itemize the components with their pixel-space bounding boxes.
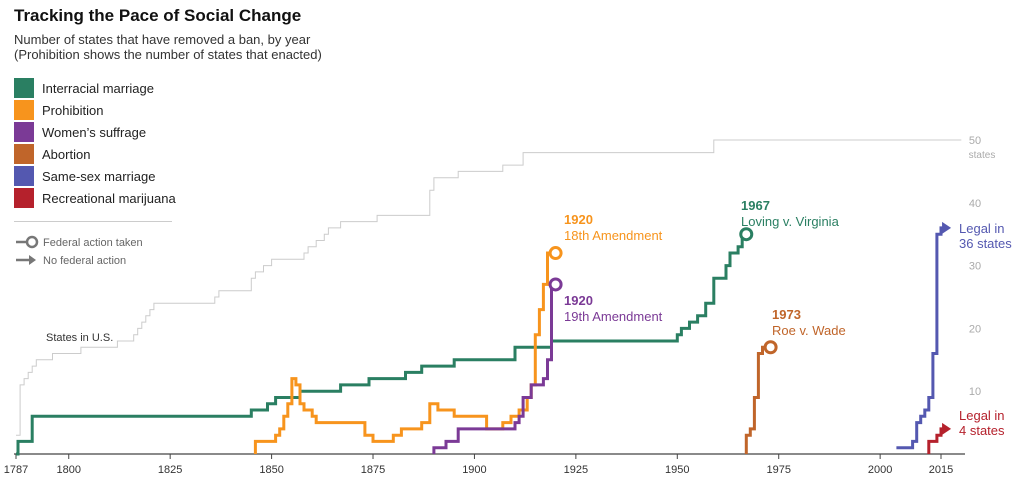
x-tick-label: 1787 [4,464,28,476]
chart-title: Tracking the Pace of Social Change [14,6,302,25]
federal-action-label: Federal action taken [43,237,143,249]
annotation-text: Legal in [959,408,1005,423]
annotation-text: 36 states [959,236,1012,251]
legend-swatch [14,122,34,142]
x-tick-label: 1800 [56,464,80,476]
states-in-us-label: States in U.S. [46,332,113,344]
legend-label: Same-sex marriage [42,168,156,184]
legend-label: Recreational marijuana [42,190,176,206]
end-arrow-marker [942,221,952,234]
y-tick-label: 20 [969,323,981,335]
x-tick-label: 1975 [766,464,790,476]
legend-item-womens-suffrage: Women’s suffrage [14,122,146,142]
annotation-text: 4 states [959,423,1005,438]
end-arrow-marker [942,422,952,435]
legend-item-prohibition: Prohibition [14,100,103,120]
legend-label: Prohibition [42,102,104,118]
x-tick-label: 1925 [564,464,588,476]
legend-swatch [14,166,34,186]
legend-item-recreational-marijuana: Recreational marijuana [14,188,176,208]
series-line [896,226,946,450]
chart-subtitle-line-2: (Prohibition shows the number of states … [14,47,322,62]
legend-swatch [14,100,34,120]
circle-marker-icon [25,235,39,249]
end-circle-marker [739,227,754,242]
legend-item-same-sex-marriage: Same-sex marriage [14,166,155,186]
marker-legend: Federal action taken No federal action [16,235,143,267]
annotation-text: Loving v. Virginia [741,214,840,229]
plot-area: States in U.S. 1787 1800 1825 1850 1875 1900 19… [4,135,1012,476]
x-tick-label: 1875 [361,464,385,476]
arrow-marker-icon [29,255,36,265]
legend-label: Abortion [42,146,91,162]
annotation-year: 1920 [564,293,593,308]
legend-label: Women’s suffrage [42,124,147,140]
annotation-year: 1920 [564,212,593,227]
series-line [744,345,771,454]
legend-swatch [14,188,34,208]
x-tick-label: 2015 [929,464,953,476]
x-tick-label: 1825 [158,464,182,476]
legend-swatch [14,144,34,164]
x-tick-label: 1850 [259,464,283,476]
y-tick-label: 30 [969,261,981,273]
legend-swatch [14,78,34,98]
y-tick-label: 10 [969,386,981,398]
legend-divider [14,221,172,222]
states-in-us-line [16,139,962,436]
no-federal-action-label: No federal action [43,255,126,267]
series-line [253,251,556,454]
series-line [927,427,946,454]
legend-label: Interracial marriage [42,80,154,96]
chart-subtitle-line-1: Number of states that have removed a ban… [14,32,311,47]
annotation-text: Roe v. Wade [772,323,846,338]
end-circle-marker [548,246,563,261]
legend-item-interracial-marriage: Interracial marriage [14,78,154,98]
annotation-year: 1973 [772,307,801,322]
annotation-year: 1967 [741,198,770,213]
y-tick-label: 40 [969,198,981,210]
annotation-text: Legal in [959,221,1005,236]
series-line [432,282,556,454]
end-circle-marker [763,340,778,355]
series-line [16,232,747,456]
x-tick-label: 1950 [665,464,689,476]
x-tick-label: 2000 [868,464,892,476]
annotation-text: 19th Amendment [564,309,663,324]
end-circle-marker [548,277,563,292]
y-top-tick-label: 50 [969,135,981,147]
x-tick-label: 1900 [462,464,486,476]
annotation-text: 18th Amendment [564,228,663,243]
legend-item-abortion: Abortion [14,144,90,164]
y-unit-label: states [969,150,996,161]
